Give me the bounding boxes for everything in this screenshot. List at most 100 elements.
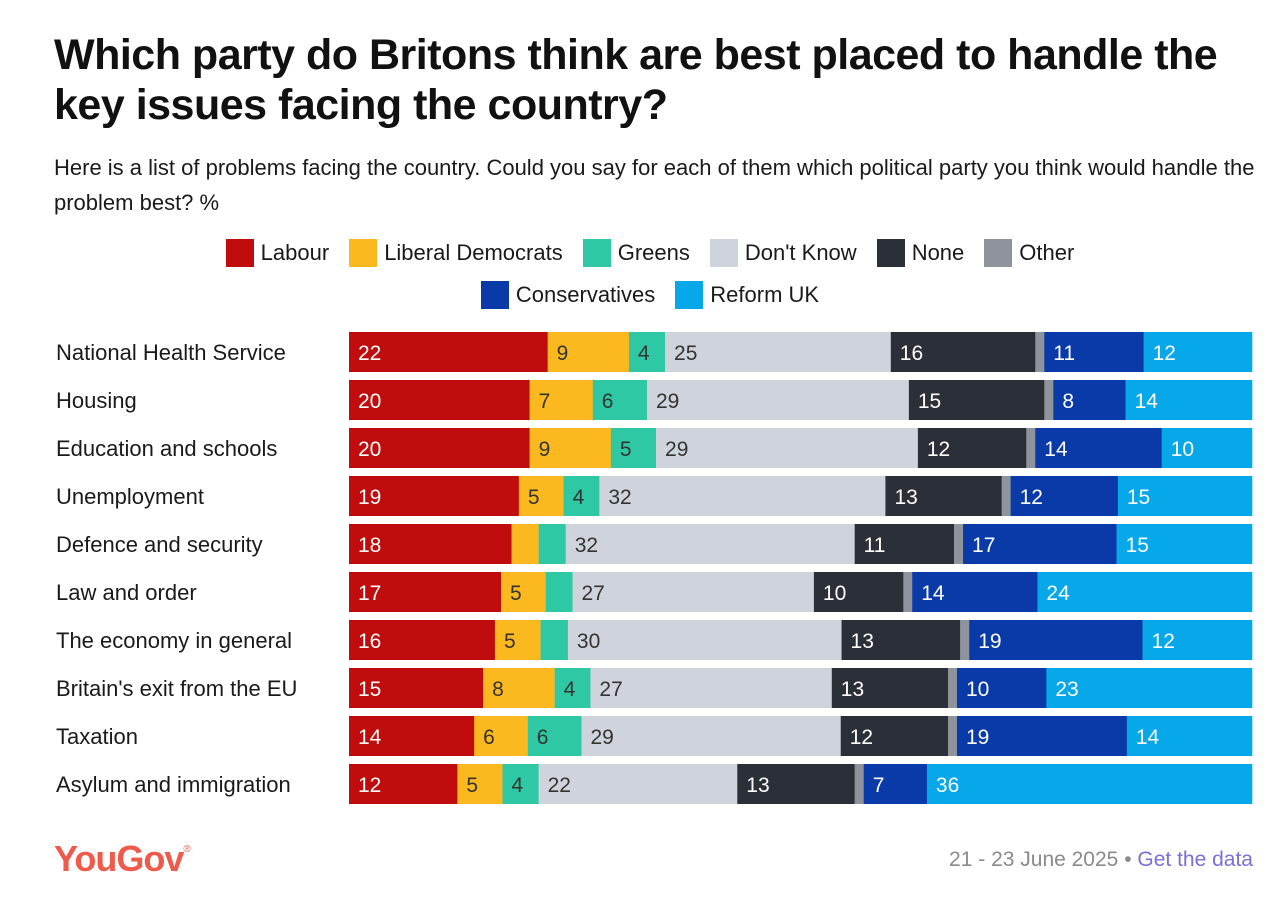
data-label: 22: [548, 774, 571, 797]
bar-segment-don-t-know: [599, 476, 886, 516]
data-label: 17: [358, 582, 381, 605]
bar-segment-labour: [349, 476, 520, 516]
data-label: 4: [512, 774, 524, 797]
bar-segment-liberal-democrats: [474, 716, 529, 756]
data-label: 12: [358, 774, 381, 797]
legend-item-none: None: [876, 238, 964, 268]
bar-segment-reform-uk: [1116, 524, 1253, 564]
legend-swatch: [876, 239, 905, 267]
legend-item-greens: Greens: [582, 238, 690, 268]
bar-segment-none: [841, 620, 961, 660]
bar-segment-reform-uk: [1125, 380, 1253, 420]
legend-swatch: [675, 281, 704, 309]
data-label: 36: [936, 774, 959, 797]
survey-dates: 21 - 23 June 2025: [949, 848, 1119, 871]
legend-item-conservatives: Conservatives: [480, 280, 656, 310]
data-label: 4: [564, 678, 576, 701]
data-label: 19: [978, 630, 1001, 653]
bar-segment-don-t-know: [656, 428, 919, 468]
bar-segment-conservatives: [1035, 428, 1162, 468]
bar-segment-other: [1044, 380, 1054, 420]
data-label: 19: [358, 486, 381, 509]
data-label: 27: [599, 678, 622, 701]
bar-segment-other: [960, 620, 970, 660]
bar-segment-greens: [563, 476, 600, 516]
legend-swatch: [984, 239, 1013, 267]
data-label: 20: [358, 438, 381, 461]
category-label: Law and order: [56, 580, 197, 605]
data-label: 8: [1062, 390, 1074, 413]
data-label: 14: [1135, 390, 1159, 413]
bar-segment-reform-uk: [926, 764, 1253, 804]
bar-segment-greens: [592, 380, 648, 420]
bar-segment-other: [1026, 428, 1036, 468]
bar-segment-conservatives: [963, 524, 1117, 564]
bar-segment-other: [954, 524, 964, 564]
legend-label: Conservatives: [515, 282, 656, 307]
bar-segment-greens: [628, 332, 666, 372]
legend-swatch: [480, 281, 509, 309]
bar-segment-reform-uk: [1126, 716, 1253, 756]
bar-segment-greens: [502, 764, 539, 804]
data-label: 25: [674, 342, 697, 365]
yougov-logo: YouGov®: [54, 838, 191, 879]
data-label: 12: [850, 726, 873, 749]
bar-segment-liberal-democrats: [529, 428, 612, 468]
legend-item-other: Other: [984, 238, 1074, 268]
data-label: 16: [358, 630, 381, 653]
data-label: 15: [358, 678, 381, 701]
bar-segment-other: [1035, 332, 1045, 372]
bar-segment-greens: [610, 428, 657, 468]
legend-swatch: [225, 239, 254, 267]
bar-segment-reform-uk: [1161, 428, 1253, 468]
category-label: Unemployment: [56, 484, 204, 509]
bar-segment-none: [890, 332, 1036, 372]
bar-segment-other: [903, 572, 913, 612]
data-label: 12: [1152, 630, 1175, 653]
bar-segment-labour: [349, 572, 502, 612]
bar-segment-reform-uk: [1117, 476, 1253, 516]
data-label: 10: [966, 678, 989, 701]
bar-segment-liberal-democrats: [500, 572, 546, 612]
data-label: 29: [665, 438, 688, 461]
legend: Labour Liberal Democrats Greens Don't Know N…: [150, 238, 1150, 310]
bar-segment-none: [908, 380, 1045, 420]
bar-segment-other: [948, 716, 958, 756]
data-label: 15: [1127, 486, 1150, 509]
bar-segment-labour: [349, 668, 484, 708]
legend-item-don-t-know: Don't Know: [709, 238, 857, 268]
data-label: 5: [620, 438, 632, 461]
bar-segment-liberal-democrats: [494, 620, 541, 660]
legend-swatch: [709, 239, 738, 267]
legend-item-liberal-democrats: Liberal Democrats: [349, 238, 563, 268]
data-label: 12: [1020, 486, 1043, 509]
chart-title: Which party do Britons think are best pl…: [54, 31, 1218, 129]
bar-segment-reform-uk: [1046, 668, 1253, 708]
bar-segment-liberal-democrats: [529, 380, 594, 420]
bar-segment-liberal-democrats: [457, 764, 503, 804]
legend-label: Labour: [260, 240, 330, 265]
data-label: 12: [1153, 342, 1176, 365]
chart-subtitle: Here is a list of problems facing the co…: [54, 155, 1255, 215]
data-label: 8: [492, 678, 504, 701]
bar-segment-don-t-know: [646, 380, 910, 420]
bar-segment-none: [885, 476, 1002, 516]
data-label: 19: [966, 726, 989, 749]
bar-segment-other: [948, 668, 958, 708]
get-the-data-link[interactable]: Get the data: [1137, 848, 1253, 871]
data-label: 14: [921, 582, 945, 605]
data-label: 17: [972, 534, 995, 557]
bar-segment-none: [840, 716, 949, 756]
bar-segment-greens: [545, 572, 573, 612]
data-label: 14: [1044, 438, 1068, 461]
bar-segment-other: [1001, 476, 1011, 516]
data-label: 10: [823, 582, 846, 605]
legend-label: Greens: [617, 240, 690, 265]
data-label: 14: [358, 726, 382, 749]
bar-segment-labour: [349, 716, 475, 756]
data-label: 9: [557, 342, 569, 365]
bar-segment-greens: [540, 620, 569, 660]
data-label: 12: [927, 438, 950, 461]
bar-segment-labour: [349, 428, 530, 468]
